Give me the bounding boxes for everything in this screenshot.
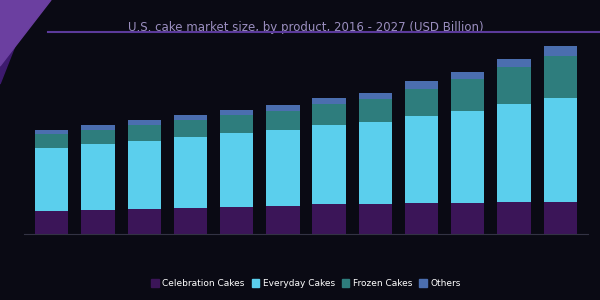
- Bar: [313, 125, 346, 205]
- Bar: [128, 125, 161, 141]
- Bar: [451, 111, 484, 203]
- Bar: [82, 144, 115, 210]
- Bar: [266, 130, 299, 206]
- Bar: [82, 130, 115, 144]
- Bar: [82, 125, 115, 130]
- Bar: [497, 104, 530, 202]
- Bar: [174, 115, 207, 120]
- Bar: [405, 203, 438, 234]
- Bar: [451, 72, 484, 79]
- Bar: [174, 137, 207, 208]
- Bar: [128, 120, 161, 125]
- Bar: [544, 46, 577, 56]
- Bar: [266, 111, 299, 130]
- Bar: [451, 203, 484, 234]
- Bar: [451, 79, 484, 111]
- Bar: [35, 130, 68, 134]
- Bar: [405, 116, 438, 203]
- Bar: [405, 88, 438, 116]
- Bar: [497, 68, 530, 104]
- Bar: [220, 133, 253, 207]
- Bar: [174, 120, 207, 137]
- Bar: [497, 59, 530, 68]
- Bar: [35, 211, 68, 234]
- Legend: Celebration Cakes, Everyday Cakes, Frozen Cakes, Others: Celebration Cakes, Everyday Cakes, Froze…: [148, 276, 464, 292]
- Bar: [82, 210, 115, 234]
- Bar: [359, 122, 392, 205]
- Bar: [405, 81, 438, 88]
- Bar: [313, 205, 346, 234]
- Bar: [359, 205, 392, 234]
- Bar: [174, 208, 207, 234]
- Bar: [544, 202, 577, 234]
- Bar: [128, 209, 161, 234]
- Bar: [313, 104, 346, 125]
- Bar: [266, 105, 299, 111]
- Bar: [266, 206, 299, 234]
- Bar: [35, 134, 68, 148]
- Bar: [497, 202, 530, 234]
- Bar: [359, 93, 392, 99]
- Bar: [313, 98, 346, 104]
- Bar: [128, 141, 161, 209]
- Bar: [220, 110, 253, 115]
- Title: U.S. cake market size, by product, 2016 - 2027 (USD Billion): U.S. cake market size, by product, 2016 …: [128, 21, 484, 34]
- Bar: [220, 115, 253, 133]
- Bar: [220, 207, 253, 234]
- Bar: [544, 98, 577, 202]
- Bar: [35, 148, 68, 211]
- Bar: [544, 56, 577, 98]
- Bar: [359, 99, 392, 122]
